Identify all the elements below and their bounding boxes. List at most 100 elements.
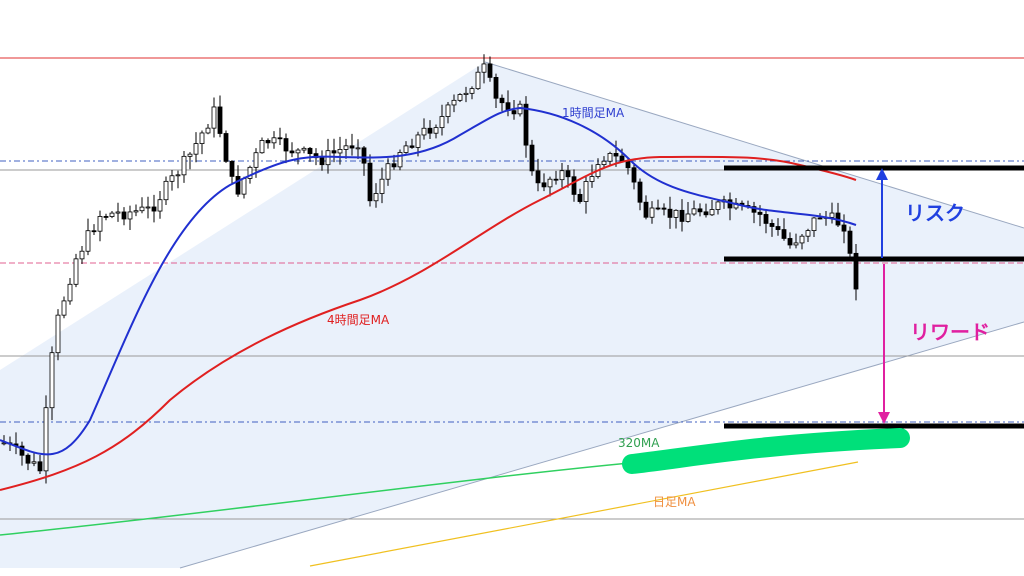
candle-body	[373, 193, 379, 202]
candle-body	[391, 163, 397, 168]
candle-body	[661, 207, 667, 210]
candle-body	[385, 163, 391, 180]
candle-body	[139, 206, 145, 212]
candle-body	[763, 214, 769, 224]
candle-body	[169, 175, 175, 182]
candle-body	[625, 160, 631, 169]
candle-body	[97, 216, 103, 232]
candle-body	[115, 211, 121, 214]
candle-body	[463, 92, 469, 95]
candle-body	[403, 145, 409, 153]
candle-body	[307, 147, 313, 155]
candle-body	[247, 166, 253, 179]
candle-body	[487, 63, 493, 78]
candle-body	[187, 153, 193, 157]
candle-body	[67, 283, 73, 302]
candle-body	[817, 217, 823, 220]
candle-body	[211, 106, 217, 129]
candle-body	[799, 235, 805, 244]
candle-body	[607, 153, 613, 162]
candle-body	[61, 300, 67, 316]
candle-body	[769, 223, 775, 227]
candle-body	[25, 454, 31, 464]
candle-body	[229, 160, 235, 177]
candle-body	[499, 97, 505, 104]
candle-body	[193, 143, 199, 155]
candle-body	[253, 152, 259, 168]
candle-body	[361, 147, 367, 164]
candle-body	[613, 153, 619, 157]
ma-daily-label: 日足MA	[653, 495, 696, 509]
candle-body	[541, 182, 547, 188]
candle-body	[109, 212, 115, 217]
candle-body	[811, 217, 817, 231]
candle-body	[295, 149, 301, 154]
candle-body	[397, 152, 403, 168]
reward-arrowhead	[878, 412, 890, 424]
candle-body	[421, 127, 427, 136]
candle-body	[571, 176, 577, 195]
candle-body	[841, 224, 847, 232]
candle-body	[331, 150, 337, 154]
candle-body	[511, 110, 517, 115]
candle-body	[91, 230, 97, 233]
candle-body	[301, 147, 307, 151]
candle-body	[853, 252, 859, 290]
channel-fill	[0, 62, 1024, 568]
candle-body	[409, 145, 415, 148]
candle-body	[163, 180, 169, 201]
candle-body	[715, 201, 721, 210]
candle-body	[793, 242, 799, 246]
candle-body	[565, 170, 571, 178]
candle-body	[289, 150, 295, 154]
candle-body	[199, 132, 205, 144]
candle-body	[271, 137, 277, 144]
candle-body	[829, 212, 835, 218]
candle-body	[79, 250, 85, 260]
candle-body	[355, 147, 361, 150]
candle-body	[31, 461, 37, 464]
candle-body	[427, 127, 433, 134]
candle-body	[673, 209, 679, 218]
candle-body	[559, 170, 565, 181]
candle-body	[703, 211, 709, 216]
candle-body	[415, 134, 421, 148]
candle-body	[217, 106, 223, 134]
candle-body	[445, 104, 451, 117]
candle-body	[37, 461, 43, 472]
candle-body	[235, 175, 241, 195]
candle-body	[619, 155, 625, 162]
candle-body	[697, 208, 703, 213]
candle-body	[175, 174, 181, 177]
ma-daily	[309, 461, 859, 567]
candle-body	[847, 230, 853, 254]
candle-body	[775, 226, 781, 230]
candle-body	[145, 206, 151, 209]
risk-label: リスク	[905, 201, 965, 225]
candle-body	[181, 155, 187, 176]
candle-body	[19, 445, 25, 456]
candle-body	[133, 210, 139, 213]
candle-body	[55, 314, 61, 354]
candle-body	[751, 206, 757, 213]
candle-body	[637, 181, 643, 203]
candle-body	[223, 133, 229, 162]
candle-body	[757, 211, 763, 215]
candle-body	[49, 352, 55, 409]
reward-label: リワード	[910, 320, 990, 344]
candle-body	[547, 178, 553, 188]
candle-body	[583, 181, 589, 202]
candle-body	[121, 211, 127, 220]
candle-body	[439, 116, 445, 129]
candle-body	[481, 63, 487, 73]
ma-320-label: 320MA	[618, 436, 660, 450]
candle-body	[337, 149, 343, 154]
candle-body	[469, 88, 475, 94]
candle-body	[535, 170, 541, 184]
candle-body	[277, 137, 283, 140]
candle-body	[523, 103, 529, 146]
candle-body	[601, 160, 607, 165]
ma-1h-label: 1時間足MA	[562, 106, 625, 120]
candle-body	[265, 140, 271, 144]
candle-body	[691, 208, 697, 215]
